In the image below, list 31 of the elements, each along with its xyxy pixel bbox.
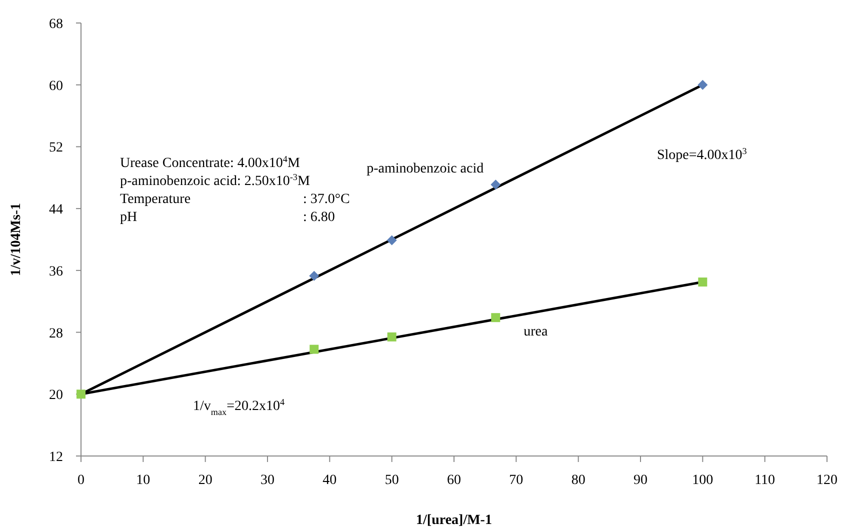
annotation: Urease Concentrate: 4.00x10$^{4}$M bbox=[120, 154, 300, 171]
x-tick-label: 0 bbox=[78, 473, 84, 488]
x-tick-label: 100 bbox=[692, 473, 714, 488]
y-tick-label: 44 bbox=[49, 202, 63, 218]
x-tick-label: 90 bbox=[634, 473, 648, 488]
x-tick-label: 20 bbox=[198, 473, 212, 488]
x-tick-label: 40 bbox=[322, 473, 337, 488]
text: Temperature : 37.0°C bbox=[120, 192, 350, 207]
series-label: urea bbox=[524, 324, 548, 340]
y-tick-label: 60 bbox=[49, 78, 63, 94]
y-tick-label: 12 bbox=[49, 450, 63, 465]
x-tick-label: 110 bbox=[754, 473, 776, 488]
y-tick-label: 52 bbox=[49, 140, 63, 156]
x-tick-label: 50 bbox=[384, 473, 399, 488]
x-tick-label: 30 bbox=[260, 473, 274, 488]
x-tick-label: 70 bbox=[509, 473, 524, 488]
annotation: p-aminobenzoic acid: 2.50x10$^{-3}$M bbox=[120, 172, 310, 189]
series-label: p-aminobenzoic acid bbox=[366, 162, 484, 177]
x-axis-title: 1/[urea]/M-1 bbox=[416, 513, 492, 528]
y-tick-label: 68 bbox=[49, 17, 63, 32]
y-tick-label: 28 bbox=[49, 326, 63, 342]
annotation: Slope=4.00x10$^{3}$ bbox=[657, 146, 748, 163]
text: pH : 6.80 bbox=[120, 210, 335, 225]
x-tick-label: 80 bbox=[571, 473, 586, 488]
x-tick-label: 10 bbox=[136, 473, 150, 488]
annotation: 1/v$_{max}$=20.2x10$^{4}$ bbox=[193, 397, 285, 417]
y-tick-label: 20 bbox=[49, 388, 63, 404]
x-tick-label: 120 bbox=[816, 473, 838, 488]
x-tick-label: 60 bbox=[447, 473, 461, 488]
y-tick-label: 36 bbox=[49, 264, 63, 280]
y-axis-title: 1/v/104Ms-1 bbox=[9, 202, 24, 276]
